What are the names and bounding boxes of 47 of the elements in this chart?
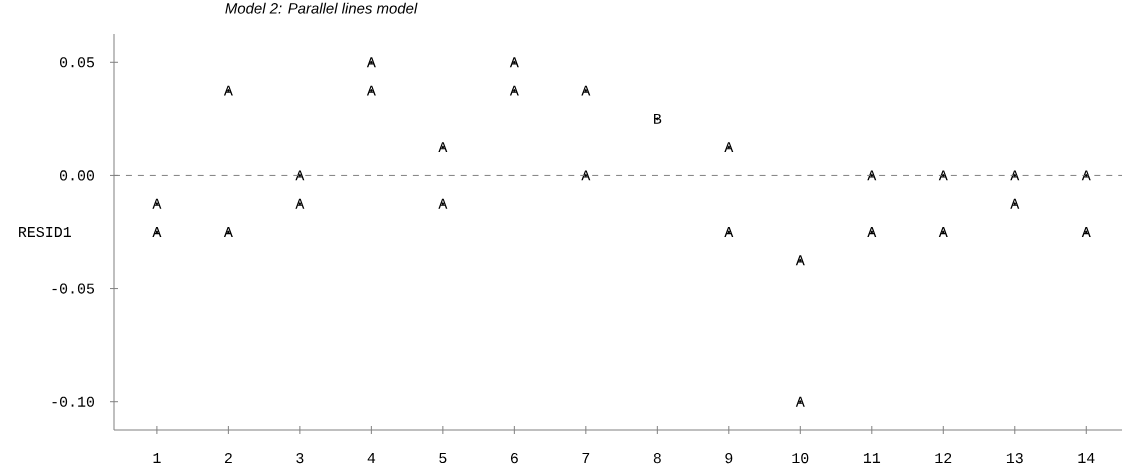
y-tick-label: 0.00 [59, 170, 95, 181]
data-label: A [795, 396, 805, 407]
data-label: A [581, 170, 591, 181]
y-tick-label: -0.05 [52, 283, 95, 294]
data-label: B [654, 113, 662, 124]
data-label: A [438, 198, 448, 209]
data-label: A [581, 85, 591, 96]
x-tick-label: 1 [153, 453, 161, 463]
x-tick-label: 8 [653, 453, 661, 464]
y-tick-label: 0.05 [59, 57, 95, 68]
data-label: A [223, 227, 233, 237]
x-tick-label: 13 [1006, 453, 1023, 464]
data-label: A [152, 227, 162, 237]
data-label: A [366, 57, 376, 68]
data-label: A [223, 85, 233, 96]
data-label: A [295, 198, 305, 209]
x-tick-label: 4 [367, 453, 376, 463]
x-tick-label: 2 [224, 453, 232, 464]
data-label: A [1010, 170, 1020, 181]
data-label: A [1081, 227, 1091, 237]
data-label: A [938, 170, 948, 181]
data-label: A [1081, 170, 1091, 181]
y-tick-label: -0.10 [52, 396, 95, 407]
x-tick-label: 9 [725, 453, 733, 464]
data-label: A [295, 170, 305, 181]
data-label: A [795, 255, 805, 266]
data-label: A [438, 142, 448, 153]
x-tick-label: 11 [863, 453, 881, 463]
data-label: A [509, 85, 519, 96]
data-label: A [1010, 198, 1020, 209]
x-tick-label: 3 [296, 453, 304, 464]
x-tick-label: 12 [935, 453, 952, 464]
data-label: A [509, 57, 519, 68]
data-label: A [867, 170, 877, 181]
data-label: A [724, 142, 734, 153]
data-label: A [152, 198, 162, 209]
data-label: A [867, 227, 877, 237]
x-tick-label: 14 [1078, 453, 1095, 463]
x-tick-label: 5 [439, 453, 447, 464]
x-tick-label: 7 [582, 453, 590, 463]
x-tick-label: 10 [792, 453, 809, 464]
chart-title: Model 2: Parallel lines model [225, 2, 418, 14]
data-label: A [366, 85, 376, 96]
x-tick-label: 6 [510, 453, 518, 464]
y-axis-title: RESID1 [19, 226, 71, 238]
data-label: A [724, 227, 734, 237]
data-label: A [938, 227, 948, 237]
